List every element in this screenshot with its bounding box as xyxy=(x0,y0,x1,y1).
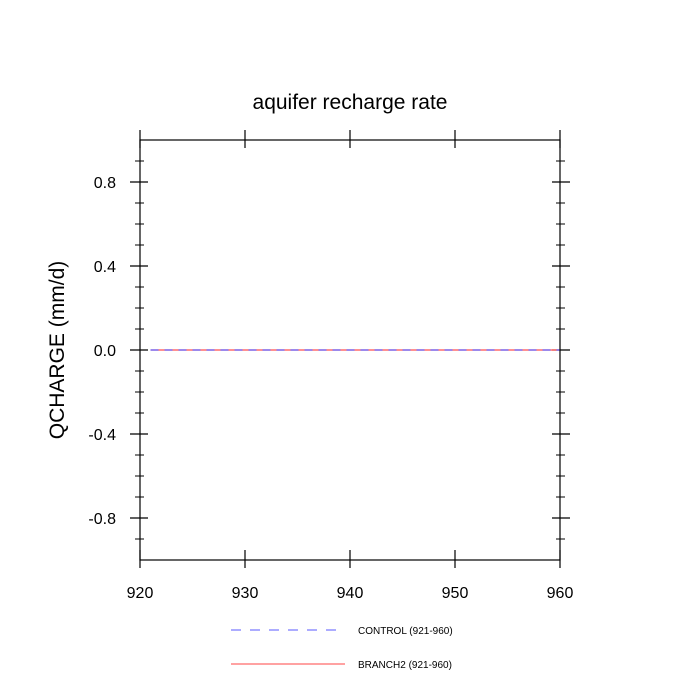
legend-label-branch2: BRANCH2 (921-960) xyxy=(358,660,452,671)
y-tick-label: -0.8 xyxy=(88,511,116,528)
x-tick-label: 960 xyxy=(547,585,574,602)
legend-label-control: CONTROL (921-960) xyxy=(358,626,453,637)
legend: CONTROL (921-960) BRANCH2 (921-960) xyxy=(231,626,453,671)
tick-labels: 920 930 940 950 960 0.8 0.4 0.0 -0.4 -0.8 xyxy=(88,175,573,602)
y-axis-label: QCHARGE (mm/d) xyxy=(46,261,69,440)
major-ticks xyxy=(130,130,570,568)
x-tick-label: 920 xyxy=(127,585,154,602)
x-tick-label: 940 xyxy=(337,585,364,602)
y-tick-label: 0.4 xyxy=(94,259,116,276)
plot-frame xyxy=(139,139,561,561)
y-tick-label: 0.8 xyxy=(94,175,116,192)
y-tick-label: -0.4 xyxy=(88,427,116,444)
x-tick-label: 950 xyxy=(442,585,469,602)
x-tick-label: 930 xyxy=(232,585,259,602)
chart-title: aquifer recharge rate xyxy=(253,91,448,114)
y-tick-label: 0.0 xyxy=(94,343,116,360)
